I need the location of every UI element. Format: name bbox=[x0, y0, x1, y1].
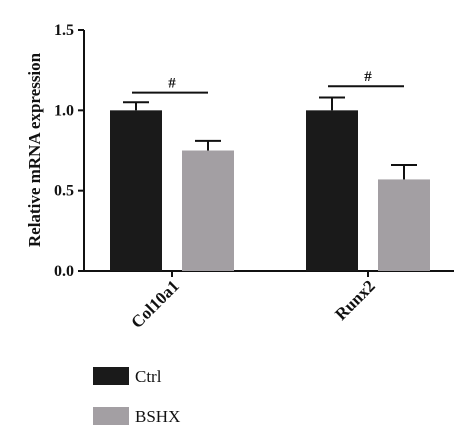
legend-swatch-ctrl bbox=[93, 367, 129, 385]
legend-label-ctrl: Ctrl bbox=[135, 367, 162, 386]
y-tick-label: 1.0 bbox=[54, 102, 74, 119]
y-tick-label: 0.5 bbox=[54, 183, 74, 200]
bar-bshx-col10a1 bbox=[182, 150, 234, 271]
legend-label-bshx: BSHX bbox=[135, 407, 180, 426]
y-tick-label: 1.5 bbox=[54, 22, 74, 39]
x-tick-label: Runx2 bbox=[331, 276, 379, 324]
significance-label: # bbox=[168, 76, 176, 92]
significance-markers: # # bbox=[132, 69, 404, 94]
bar-bshx-runx2 bbox=[378, 179, 430, 271]
significance-label: # bbox=[364, 69, 372, 85]
y-tick-label: 0.0 bbox=[54, 263, 74, 280]
legend-swatch-bshx bbox=[93, 407, 129, 425]
bar-ctrl-runx2 bbox=[306, 110, 358, 271]
bar-ctrl-col10a1 bbox=[110, 110, 162, 271]
x-tick-label: Col10a1 bbox=[127, 276, 183, 332]
y-axis-label: Relative mRNA expression bbox=[25, 52, 44, 247]
legend: Ctrl BSHX bbox=[93, 367, 180, 426]
bars bbox=[110, 96, 430, 271]
